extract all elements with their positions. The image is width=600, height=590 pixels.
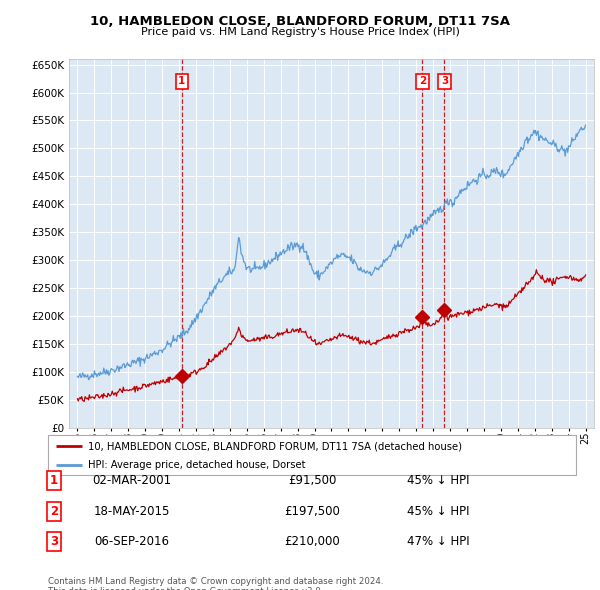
Text: £210,000: £210,000 [284, 535, 340, 548]
Text: 2: 2 [50, 505, 58, 518]
Text: 18-MAY-2015: 18-MAY-2015 [94, 505, 170, 518]
Text: 1: 1 [178, 76, 185, 86]
Text: 45% ↓ HPI: 45% ↓ HPI [407, 505, 469, 518]
Text: 06-SEP-2016: 06-SEP-2016 [95, 535, 170, 548]
Text: 10, HAMBLEDON CLOSE, BLANDFORD FORUM, DT11 7SA (detached house): 10, HAMBLEDON CLOSE, BLANDFORD FORUM, DT… [88, 441, 461, 451]
Text: £91,500: £91,500 [288, 474, 336, 487]
FancyBboxPatch shape [48, 435, 576, 475]
Text: 1: 1 [50, 474, 58, 487]
Text: Price paid vs. HM Land Registry's House Price Index (HPI): Price paid vs. HM Land Registry's House … [140, 27, 460, 37]
Text: 2: 2 [419, 76, 426, 86]
Text: 45% ↓ HPI: 45% ↓ HPI [407, 474, 469, 487]
Text: HPI: Average price, detached house, Dorset: HPI: Average price, detached house, Dors… [88, 460, 305, 470]
Text: 10, HAMBLEDON CLOSE, BLANDFORD FORUM, DT11 7SA: 10, HAMBLEDON CLOSE, BLANDFORD FORUM, DT… [90, 15, 510, 28]
Text: £197,500: £197,500 [284, 505, 340, 518]
Text: 3: 3 [50, 535, 58, 548]
Text: 47% ↓ HPI: 47% ↓ HPI [407, 535, 469, 548]
Text: 3: 3 [441, 76, 448, 86]
Text: 02-MAR-2001: 02-MAR-2001 [92, 474, 172, 487]
Text: Contains HM Land Registry data © Crown copyright and database right 2024.
This d: Contains HM Land Registry data © Crown c… [48, 577, 383, 590]
